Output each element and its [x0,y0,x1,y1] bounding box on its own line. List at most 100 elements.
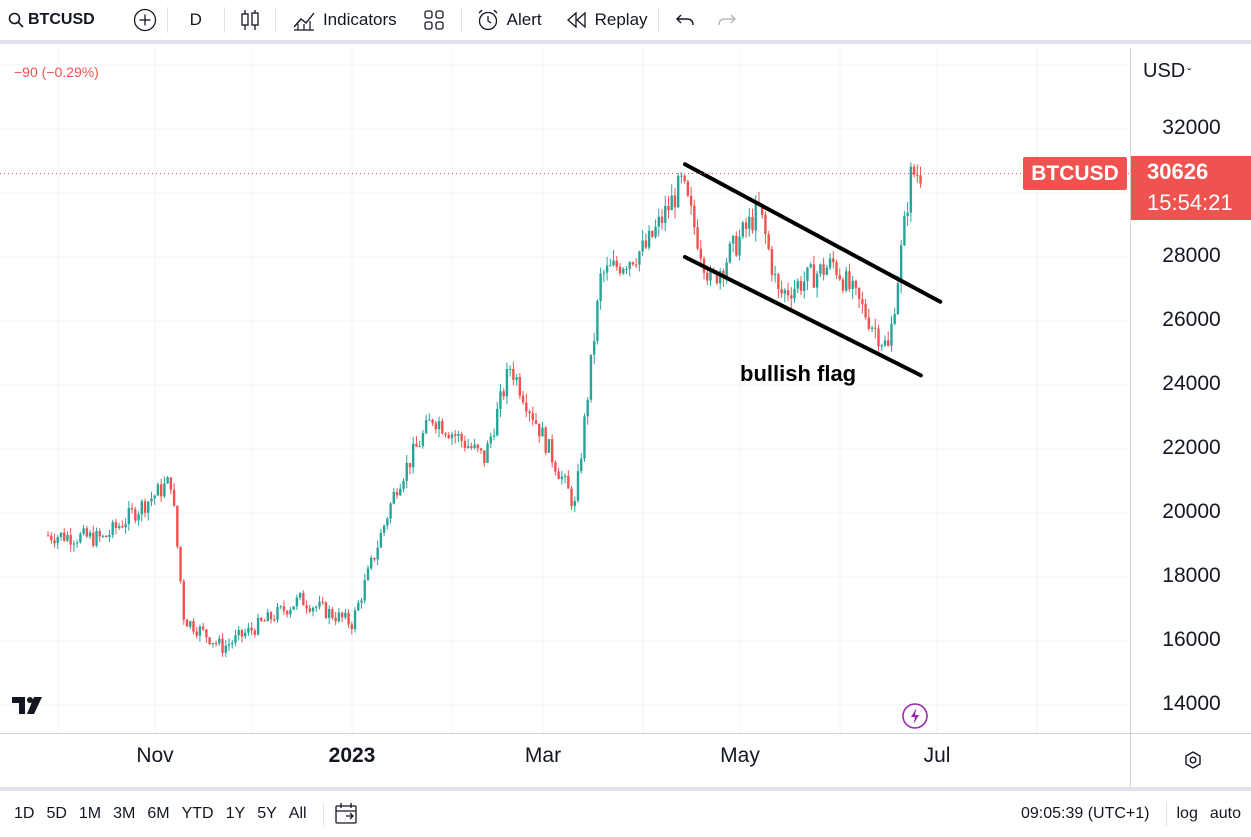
date-range-icon[interactable] [334,802,360,826]
candle-body [777,274,780,290]
range-5d-button[interactable]: 5D [46,805,67,822]
auto-scale-toggle[interactable]: auto [1209,805,1241,822]
trendline-lower[interactable] [682,255,923,378]
candle-body [153,495,156,499]
interval-button[interactable]: D [189,10,202,29]
settings-icon[interactable] [1183,750,1203,775]
lightning-icon[interactable] [901,702,929,735]
candle-body [382,525,386,533]
time-axis[interactable]: Nov 2023 Mar May Jul [0,733,1251,788]
change-text: −90 (−0.29%) [14,64,99,80]
price-axis[interactable]: USD ˇ 32000 28000 26000 24000 22000 20000… [1130,48,1251,733]
candle-body [751,216,754,231]
chart-type-button[interactable] [225,0,275,40]
indicators-icon [292,9,316,31]
candle-body [605,265,609,273]
candle-body [227,644,231,646]
range-ytd-button[interactable]: YTD [181,805,214,822]
candle-body [560,476,564,480]
currency-selector[interactable]: USD ˇ [1143,60,1191,83]
chart-pane[interactable] [0,48,1130,733]
candle-body [143,501,147,513]
candle-body [192,621,195,632]
candle-body [95,531,98,546]
candle-body [670,195,673,211]
candle-body [896,283,900,314]
alert-button[interactable]: Alert [462,0,552,40]
candle-body [596,301,599,342]
candle-body [515,377,518,380]
bottom-bar: 1D 5D 1M 3M 6M YTD 1Y 5Y All 09:05:39 (U… [0,787,1251,837]
symbol-label: BTCUSD [28,11,95,28]
candle-body [428,419,431,421]
candle-body [709,271,712,281]
candle-body [838,275,841,280]
candle-body [292,606,295,610]
trendline-upper[interactable] [682,162,943,304]
symbol-search-button[interactable]: BTCUSD [0,0,105,40]
candle-body [722,271,725,277]
price-tick: 26000 [1162,308,1221,331]
indicators-button[interactable]: Indicators [276,0,407,40]
candle-body [796,281,799,289]
log-scale-toggle[interactable]: log [1176,805,1198,822]
candle-body [822,264,825,275]
candle-body [172,489,176,506]
range-all-button[interactable]: All [288,805,307,822]
toolbar-divider [166,7,168,33]
chevron-down-icon: ˇ [1187,66,1192,80]
candle-body [150,498,153,502]
candle-body [870,327,874,329]
candle-body [56,537,59,544]
candle-body [98,531,101,537]
bullish-flag-annotation[interactable]: bullish flag [740,361,857,386]
range-1m-button[interactable]: 1M [78,805,102,822]
candle-body [117,526,121,528]
candle-body [615,260,618,267]
candle-body [877,328,880,347]
candle-body [686,181,690,196]
candle-body [243,632,247,637]
toolbar-divider [460,7,462,33]
layout-button[interactable] [407,0,461,40]
compare-button[interactable] [123,0,167,40]
candle-body [379,532,383,548]
range-1d-button[interactable]: 1D [14,805,35,822]
tradingview-logo-icon[interactable] [12,694,48,721]
replay-label: Replay [594,10,648,29]
redo-icon [717,12,737,28]
axis-divider [1130,734,1131,788]
candle-body [450,434,454,439]
candle-body [137,514,140,521]
undo-button[interactable] [659,0,711,40]
candle-body [269,612,273,620]
candle-body [46,535,50,537]
redo-button[interactable] [711,0,743,40]
candle-body [266,612,269,622]
candle-body [570,488,573,507]
candles-icon [239,8,261,32]
candle-body [366,568,370,581]
range-5y-button[interactable]: 5Y [257,805,277,822]
candle-body [861,299,864,305]
candle-body [331,609,334,618]
candle-body [521,395,525,403]
toolbar-divider [223,7,225,33]
range-6m-button[interactable]: 6M [147,805,170,822]
search-icon [8,12,24,28]
candle-body [644,240,648,248]
range-1y-button[interactable]: 1Y [225,805,246,822]
candle-body [793,288,796,299]
candle-body [321,601,324,603]
replay-button[interactable]: Replay [552,0,658,40]
candle-body [667,205,670,211]
candle-body [350,624,354,630]
candle-body [72,543,76,545]
candle-body [134,509,137,521]
clock-timezone[interactable]: 09:05:39 (UTC+1) [1020,805,1150,822]
candlestick-chart[interactable] [0,48,1130,733]
range-3m-button[interactable]: 3M [113,805,136,822]
candle-body [205,629,208,638]
candle-body [340,612,344,618]
candle-body [731,235,735,244]
